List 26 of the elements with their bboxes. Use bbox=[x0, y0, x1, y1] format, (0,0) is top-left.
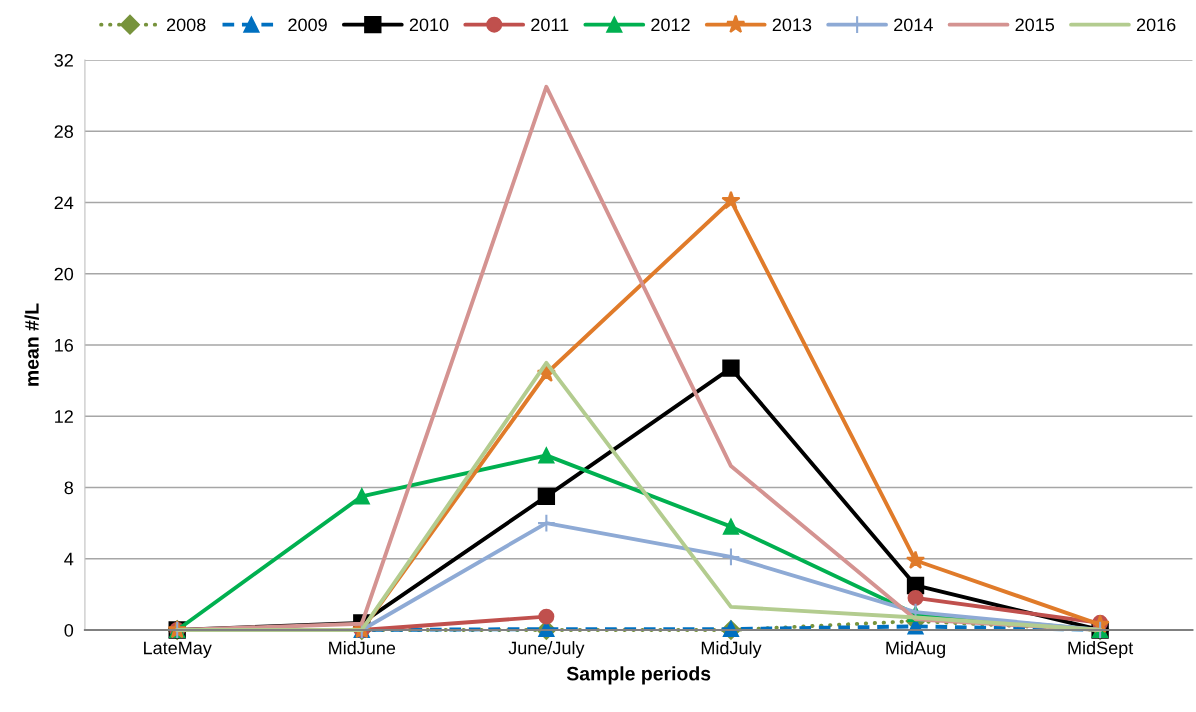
x-tick-label: MidJuly bbox=[701, 641, 762, 658]
y-tick-label: 0 bbox=[64, 623, 74, 637]
legend-label: 2009 bbox=[288, 18, 327, 32]
legend-label: 2010 bbox=[409, 18, 449, 32]
y-tick-label: 8 bbox=[64, 481, 74, 495]
legend-label: 2014 bbox=[894, 18, 933, 32]
y-tick-label: 16 bbox=[55, 338, 74, 352]
legend-label: 2011 bbox=[531, 18, 569, 32]
x-tick-label: LateMay bbox=[144, 641, 212, 658]
x-axis-title: Sample periods bbox=[566, 666, 711, 685]
x-tick-label: June/July bbox=[508, 641, 585, 658]
legend-label: 2016 bbox=[1136, 18, 1176, 32]
y-tick-label: 28 bbox=[54, 125, 74, 138]
legend-label: 2012 bbox=[651, 18, 690, 32]
y-tick-label: 12 bbox=[55, 410, 73, 423]
y-tick-label: 4 bbox=[64, 552, 74, 566]
legend-label: 2013 bbox=[772, 18, 812, 32]
y-tick-label: 24 bbox=[54, 196, 74, 210]
y-tick-label: 20 bbox=[54, 267, 74, 281]
legend-label: 2015 bbox=[1015, 18, 1055, 32]
y-axis-title: mean #/L bbox=[24, 303, 39, 386]
legend-label: 2008 bbox=[167, 18, 206, 32]
x-tick-label: MidAug bbox=[886, 641, 945, 658]
x-tick-label: MidJune bbox=[329, 641, 396, 655]
x-tick-label: MidSept bbox=[1068, 641, 1134, 658]
y-tick-label: 32 bbox=[54, 53, 73, 67]
